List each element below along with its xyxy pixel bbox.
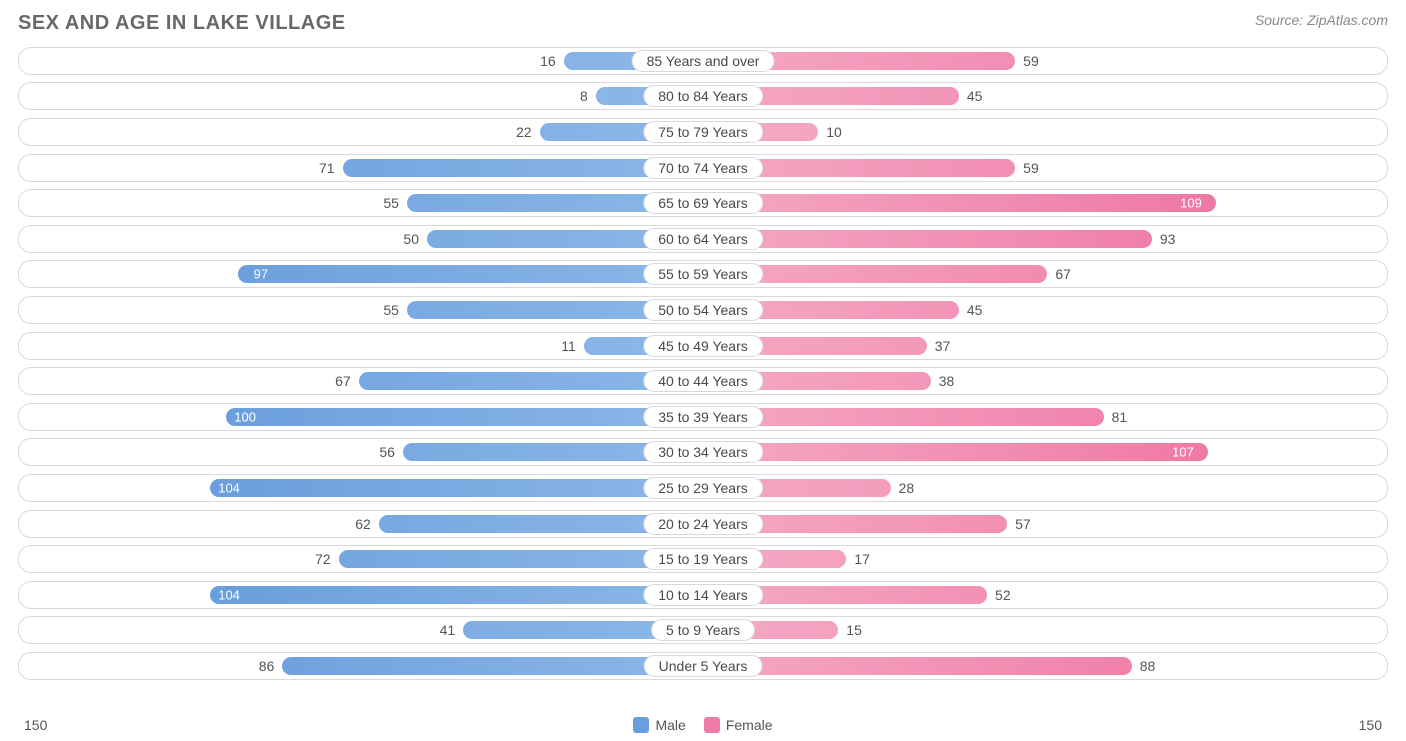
value-female: 45 [967,88,983,104]
bar-female [703,657,1132,675]
value-male: 11 [561,338,576,354]
value-female: 28 [899,480,915,496]
value-female: 37 [935,338,951,354]
value-male: 8 [580,88,588,104]
bar-male [210,479,703,497]
track-row: 75 to 79 Years 22 10 [18,118,1388,146]
value-male: 41 [440,622,456,638]
value-male: 71 [319,160,335,176]
header: SEX AND AGE IN LAKE VILLAGE Source: ZipA… [18,12,1388,35]
age-group-label: 35 to 39 Years [643,406,763,428]
value-female: 38 [939,373,955,389]
track-row: 30 to 34 Years 56 107 [18,438,1388,466]
value-female: 15 [846,622,862,638]
bar-female [703,194,1216,212]
axis-max-right: 150 [1359,717,1382,733]
age-group-label: 5 to 9 Years [651,619,755,641]
track-row: 35 to 39 Years 100 81 [18,403,1388,431]
age-group-label: 50 to 54 Years [643,299,763,321]
value-female: 17 [854,551,870,567]
bar-male [210,586,703,604]
value-male: 56 [379,444,395,460]
track-row: 85 Years and over 16 59 [18,47,1388,75]
value-female: 67 [1055,266,1071,282]
age-group-label: 10 to 14 Years [643,584,763,606]
track-row: 20 to 24 Years 62 57 [18,510,1388,538]
track-row: 70 to 74 Years 71 59 [18,154,1388,182]
track-row: 40 to 44 Years 67 38 [18,367,1388,395]
bar-female [703,230,1152,248]
track-row: 65 to 69 Years 55 109 [18,189,1388,217]
legend-item-female: Female [704,717,773,733]
value-male: 55 [383,195,399,211]
value-male: 22 [516,124,532,140]
track-row: 50 to 54 Years 55 45 [18,296,1388,324]
age-group-label: 85 Years and over [632,50,775,72]
legend: Male Female [633,717,772,733]
value-male: 50 [403,231,419,247]
age-group-label: 60 to 64 Years [643,228,763,250]
value-female: 109 [1180,196,1202,211]
bar-female [703,443,1208,461]
value-female: 107 [1172,445,1194,460]
bar-male [238,265,703,283]
age-group-label: 15 to 19 Years [643,548,763,570]
source-attribution: Source: ZipAtlas.com [1255,12,1388,28]
chart-title: SEX AND AGE IN LAKE VILLAGE [18,12,346,35]
value-female: 10 [826,124,842,140]
chart-footer: 150 Male Female 150 [18,717,1388,733]
age-group-label: 30 to 34 Years [643,441,763,463]
value-male: 55 [383,302,399,318]
value-female: 59 [1023,160,1039,176]
track-row: 60 to 64 Years 50 93 [18,225,1388,253]
age-group-label: 40 to 44 Years [643,370,763,392]
value-male: 16 [540,53,556,69]
track-row: 15 to 19 Years 72 17 [18,545,1388,573]
track-row: 25 to 29 Years 104 28 [18,474,1388,502]
track-row: 10 to 14 Years 104 52 [18,581,1388,609]
value-male: 97 [254,267,268,282]
track-row: 45 to 49 Years 11 37 [18,332,1388,360]
track-row: 55 to 59 Years 97 67 [18,260,1388,288]
age-group-label: 75 to 79 Years [643,121,763,143]
age-group-label: 55 to 59 Years [643,263,763,285]
value-male: 100 [234,409,256,424]
value-female: 59 [1023,53,1039,69]
legend-item-male: Male [633,717,685,733]
value-female: 93 [1160,231,1176,247]
age-group-label: 80 to 84 Years [643,85,763,107]
axis-max-left: 150 [24,717,47,733]
population-pyramid: 85 Years and over 16 59 80 to 84 Years 8 45 75… [18,43,1388,711]
track-row: 5 to 9 Years 41 15 [18,616,1388,644]
chart-container: SEX AND AGE IN LAKE VILLAGE Source: ZipA… [0,0,1406,741]
value-male: 67 [335,373,351,389]
legend-label-male: Male [655,717,685,733]
value-male: 104 [218,480,240,495]
value-female: 45 [967,302,983,318]
value-male: 62 [355,516,371,532]
legend-swatch-male [633,717,649,733]
age-group-label: 45 to 49 Years [643,335,763,357]
value-male: 72 [315,551,331,567]
bar-male [282,657,703,675]
age-group-label: 65 to 69 Years [643,192,763,214]
legend-swatch-female [704,717,720,733]
age-group-label: Under 5 Years [644,655,763,677]
bar-female [703,408,1104,426]
track-row: 80 to 84 Years 8 45 [18,82,1388,110]
legend-label-female: Female [726,717,773,733]
value-female: 81 [1112,409,1128,425]
age-group-label: 70 to 74 Years [643,157,763,179]
bar-male [226,408,703,426]
age-group-label: 25 to 29 Years [643,477,763,499]
value-female: 57 [1015,516,1031,532]
value-female: 88 [1140,658,1156,674]
value-male: 104 [218,587,240,602]
age-group-label: 20 to 24 Years [643,513,763,535]
value-female: 52 [995,587,1011,603]
track-row: Under 5 Years 86 88 [18,652,1388,680]
value-male: 86 [259,658,275,674]
